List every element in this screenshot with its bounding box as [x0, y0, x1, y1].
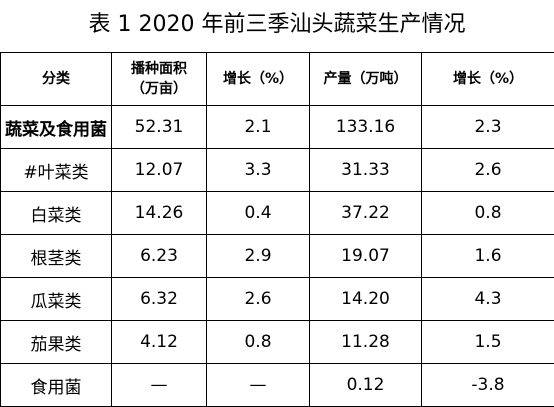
row-category: 瓜菜类 — [1, 278, 112, 321]
row-area: — — [112, 364, 207, 407]
row-output: 37.22 — [310, 192, 422, 235]
row-category: 食用菌 — [1, 364, 112, 407]
header-sown-area-line2: （万亩） — [112, 79, 206, 99]
row-area: 4.12 — [112, 321, 207, 364]
row-output: 11.28 — [310, 321, 422, 364]
table-row: 瓜菜类 6.32 2.6 14.20 4.3 — [1, 278, 554, 321]
row-output: 0.12 — [310, 364, 422, 407]
row-category: 白菜类 — [1, 192, 112, 235]
header-row: 分类 播种面积 （万亩） 增长（%） 产量（万吨） 增长（%） — [1, 53, 554, 106]
row-area: 14.26 — [112, 192, 207, 235]
header-area-growth: 增长（%） — [207, 53, 310, 106]
row-category: #叶菜类 — [1, 149, 112, 192]
row-area-growth: 2.6 — [207, 278, 310, 321]
row-output-growth: 4.3 — [422, 278, 554, 321]
table-title: 表 1 2020 年前三季汕头蔬菜生产情况 — [0, 8, 554, 42]
header-output: 产量（万吨） — [310, 53, 422, 106]
table-row: 蔬菜及食用菌 52.31 2.1 133.16 2.3 — [1, 106, 554, 149]
row-output-growth: 0.8 — [422, 192, 554, 235]
table-row: #叶菜类 12.07 3.3 31.33 2.6 — [1, 149, 554, 192]
row-area-growth: 2.1 — [207, 106, 310, 149]
table-row: 茄果类 4.12 0.8 11.28 1.5 — [1, 321, 554, 364]
row-category: 茄果类 — [1, 321, 112, 364]
row-area: 6.32 — [112, 278, 207, 321]
row-area: 52.31 — [112, 106, 207, 149]
vegetable-production-table: 分类 播种面积 （万亩） 增长（%） 产量（万吨） 增长（%） 蔬菜及食用菌 5… — [0, 52, 554, 407]
row-area-growth: 2.9 — [207, 235, 310, 278]
row-output: 14.20 — [310, 278, 422, 321]
header-category: 分类 — [1, 53, 112, 106]
row-area-growth: — — [207, 364, 310, 407]
table-row: 白菜类 14.26 0.4 37.22 0.8 — [1, 192, 554, 235]
table-row: 食用菌 — — 0.12 -3.8 — [1, 364, 554, 407]
row-area-growth: 3.3 — [207, 149, 310, 192]
row-output-growth: 2.3 — [422, 106, 554, 149]
row-output-growth: 2.6 — [422, 149, 554, 192]
header-sown-area: 播种面积 （万亩） — [112, 53, 207, 106]
row-area: 6.23 — [112, 235, 207, 278]
header-output-growth: 增长（%） — [422, 53, 554, 106]
row-area-growth: 0.4 — [207, 192, 310, 235]
row-output: 133.16 — [310, 106, 422, 149]
row-area: 12.07 — [112, 149, 207, 192]
row-output: 19.07 — [310, 235, 422, 278]
table-row: 根茎类 6.23 2.9 19.07 1.6 — [1, 235, 554, 278]
row-area-growth: 0.8 — [207, 321, 310, 364]
header-sown-area-line1: 播种面积 — [112, 59, 206, 79]
row-output-growth: 1.5 — [422, 321, 554, 364]
row-category: 蔬菜及食用菌 — [1, 106, 112, 149]
row-output-growth: 1.6 — [422, 235, 554, 278]
row-output: 31.33 — [310, 149, 422, 192]
row-output-growth: -3.8 — [422, 364, 554, 407]
row-category: 根茎类 — [1, 235, 112, 278]
